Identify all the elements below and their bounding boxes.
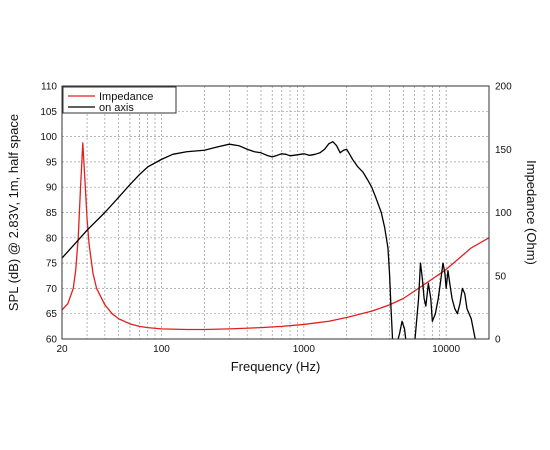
legend-box [62,86,177,114]
y-left-tick-label: 65 [46,309,58,320]
x-tick-label: 10000 [432,344,460,355]
y-left-tick-label: 70 [46,284,58,295]
y-axis-right-label: Impedance (Ohm) [524,160,539,265]
series-line-impedance [62,142,489,331]
y-right-tick-label: 50 [495,271,507,282]
y-left-tick-label: 110 [41,82,57,93]
grid-lines [62,86,489,339]
legend-label-impedance: Impedance [99,91,153,103]
legend: Impedance on axis [62,86,177,114]
y-right-tick-label: 100 [495,208,512,219]
tick-labels: 20 100 1000 10000 60 65 70 75 80 85 90 95 100 105 110 0… [40,82,512,356]
x-axis-label: Frequency (Hz) [231,359,321,374]
y-left-tick-label: 105 [40,107,57,118]
x-tick-label: 100 [153,344,170,355]
y-left-tick-label: 85 [46,208,58,219]
legend-label-on-axis: on axis [99,102,134,114]
y-left-tick-label: 90 [46,183,58,194]
y-axis-left-label: SPL (dB) @ 2.83V, 1m, half space [6,114,21,311]
y-left-tick-label: 75 [46,259,58,270]
y-left-tick-label: 100 [40,132,57,143]
y-right-tick-label: 0 [495,335,501,346]
x-tick-label: 1000 [293,344,316,355]
y-left-tick-label: 60 [46,335,58,346]
y-right-tick-label: 200 [495,82,512,93]
plot-frame [61,85,490,340]
y-right-tick-label: 150 [495,145,512,156]
y-left-tick-label: 80 [46,233,58,244]
x-tick-label: 20 [56,344,68,355]
series-lines [62,141,489,339]
y-left-tick-label: 95 [46,157,58,168]
series-line-on-axis [62,141,476,339]
